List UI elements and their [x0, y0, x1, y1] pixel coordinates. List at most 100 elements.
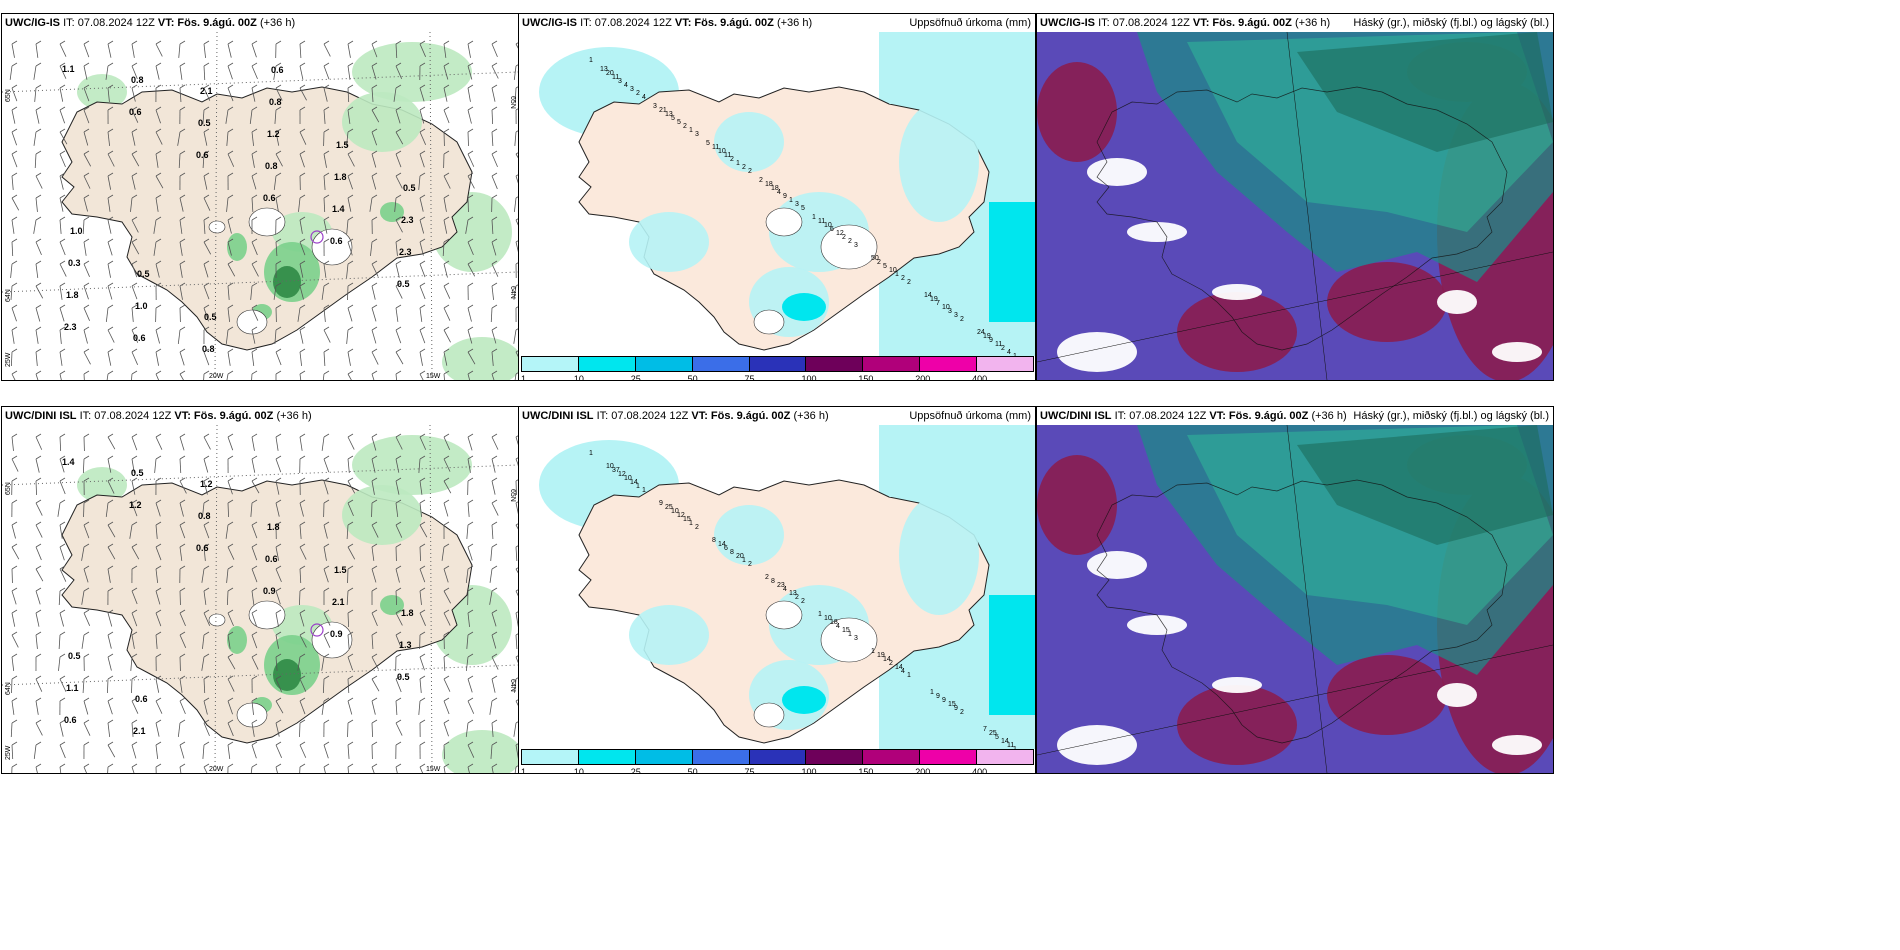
precip-total-label: 14	[718, 541, 726, 548]
map-panel-6: UWC/DINI ISL IT: 07.08.2024 12Z VT: Fös.…	[1036, 406, 1554, 774]
map-canvas[interactable]: 65N 64N 65N 64N 25W 20W 15W 1.4 1.2 0.6 0.9 0.9 0.5 0…	[2, 425, 518, 773]
precip-value-label: 0.6	[330, 236, 343, 246]
precip-value-label: 1.8	[334, 172, 347, 182]
legend-swatch	[976, 749, 1034, 765]
precip-total-label: 18	[830, 619, 838, 626]
legend-swatch	[748, 356, 807, 372]
precip-total-label: 2	[889, 660, 893, 667]
lon-label: 20W	[209, 373, 224, 380]
precip-value-label: 0.5	[397, 279, 410, 289]
lon-label: 20W	[209, 766, 224, 773]
map-panel-5: UWC/DINI ISL IT: 07.08.2024 12Z VT: Fös.…	[518, 406, 1036, 774]
precip-value-label: 1.1	[62, 64, 75, 74]
precip-total-label: 10	[889, 267, 897, 274]
precip-total-label: 10	[942, 304, 950, 311]
panel-header: UWC/DINI ISL IT: 07.08.2024 12Z VT: Fös.…	[2, 407, 518, 425]
map-panel-1: UWC/IG-IS IT: 07.08.2024 12Z VT: Fös. 9.…	[1, 13, 519, 381]
precip-total-label: 14	[883, 656, 891, 663]
lat-label: 64N	[509, 679, 516, 692]
model-name: UWC/IG-IS	[1040, 17, 1095, 29]
valid-time: Fös. 9.ágú. 00Z	[1212, 17, 1292, 29]
precip-total-label: 4	[783, 586, 787, 593]
precip-total-label: 2	[683, 123, 687, 130]
map-canvas[interactable]	[1037, 425, 1553, 773]
precip-value-label: 0.6	[129, 107, 142, 117]
valid-time-label: VT:	[1192, 17, 1210, 29]
precip-total-label: 3	[695, 131, 699, 138]
panel-header: UWC/DINI ISL IT: 07.08.2024 12Z VT: Fös.…	[1037, 407, 1553, 425]
precip-total-label: 2	[877, 259, 881, 266]
precip-value-label: 1.1	[66, 683, 79, 693]
precip-total-label: 11	[1007, 742, 1014, 749]
valid-time: Fös. 9.ágú. 00Z	[177, 17, 257, 29]
model-name: UWC/IG-IS	[522, 17, 577, 29]
legend-tick-label: 50	[687, 767, 698, 774]
legend-swatch	[805, 356, 864, 372]
precip-total-label: 3	[954, 312, 958, 319]
precip-total-label: 18	[765, 181, 773, 188]
precip-total-label: 5	[671, 115, 675, 122]
precip-value-label: 2.1	[332, 597, 345, 607]
precip-total-label: 5	[883, 263, 887, 270]
precip-value-label: 1.0	[70, 226, 83, 236]
lon-label: 25W	[5, 352, 12, 367]
precip-total-label: 9	[936, 693, 940, 700]
precip-total-label: 37	[612, 467, 620, 474]
lead-time: (+36 h)	[1294, 17, 1331, 29]
legend-tick-label: 100	[801, 374, 817, 381]
precip-total-label: 23	[777, 582, 785, 589]
precip-total-label: 2	[848, 238, 852, 245]
precip-total-label: 3	[653, 103, 657, 110]
precip-total-label: 1	[736, 160, 740, 167]
valid-time-label: VT:	[174, 410, 191, 422]
precip-total-label: 1	[789, 197, 793, 204]
precip-total-label: 1	[907, 672, 911, 679]
precip-total-label: 14	[630, 479, 638, 486]
precip-total-label: 13	[789, 590, 797, 597]
precip-value-label: 1.5	[336, 140, 349, 150]
precip-total-label: 2	[1001, 345, 1005, 352]
precip-value-label: 0.5	[397, 672, 410, 682]
precip-value-label: 0.6	[135, 694, 148, 704]
valid-time-label: VT:	[691, 410, 708, 422]
precip-total-label: 1	[818, 611, 822, 618]
map-canvas[interactable]	[1037, 32, 1553, 380]
precip-total-label: 1	[930, 689, 934, 696]
precip-total-label: 11	[712, 144, 719, 151]
precip-total-label: 15	[842, 627, 850, 634]
legend-swatch	[691, 749, 750, 765]
precip-legend: 1 10 25 50 75 100 150 200 400	[519, 356, 1035, 381]
precip-total-label: 4	[836, 623, 840, 630]
precip-value-label: 0.5	[403, 183, 416, 193]
precip-value-label: 0.5	[68, 651, 81, 661]
lat-label: 65N	[509, 489, 516, 502]
map-panel-4: UWC/DINI ISL IT: 07.08.2024 12Z VT: Fös.…	[1, 406, 519, 774]
map-panel-2: UWC/IG-IS IT: 07.08.2024 12Z VT: Fös. 9.…	[518, 13, 1036, 381]
precip-total-label: 8	[771, 578, 775, 585]
valid-time: Fös. 9.ágú. 00Z	[710, 410, 791, 422]
precip-total-label: 11	[818, 218, 825, 225]
valid-time: Fös. 9.ágú. 00Z	[694, 17, 774, 29]
legend-tick-label: 1	[521, 767, 527, 774]
precip-value-label: 0.5	[131, 468, 144, 478]
precip-total-label: 2	[960, 709, 964, 716]
map-canvas[interactable]: 1122231211112149111415201315141514101284…	[519, 425, 1035, 773]
legend-swatch	[521, 749, 579, 765]
precip-total-label: 2	[730, 156, 734, 163]
precip-total-label: 4	[901, 668, 905, 675]
precip-value-label: 0.6	[133, 333, 146, 343]
precip-value-label: 0.8	[265, 161, 278, 171]
precip-value-label: 0.5	[137, 269, 150, 279]
precip-total-label: 19	[877, 652, 885, 659]
precip-total-label: 2	[907, 279, 911, 286]
map-canvas[interactable]: 1432532212123223432112132452912101011351…	[519, 32, 1035, 380]
precip-total-label: 1	[812, 214, 816, 221]
precip-total-label: 18	[771, 185, 779, 192]
precip-legend: 1 10 25 50 75 100 150 200 400	[519, 749, 1035, 774]
precip-total-label: 1	[589, 450, 593, 457]
precip-total-label: 19	[930, 296, 938, 303]
map-canvas[interactable]: 65N 64N 65N 64N 25W 20W 15W 1.1 0.6 0.6 0.6 0.6 0.5 2…	[2, 32, 518, 380]
precip-total-label: 7	[936, 300, 940, 307]
legend-swatch	[919, 749, 978, 765]
precip-value-label: 0.5	[204, 312, 217, 322]
